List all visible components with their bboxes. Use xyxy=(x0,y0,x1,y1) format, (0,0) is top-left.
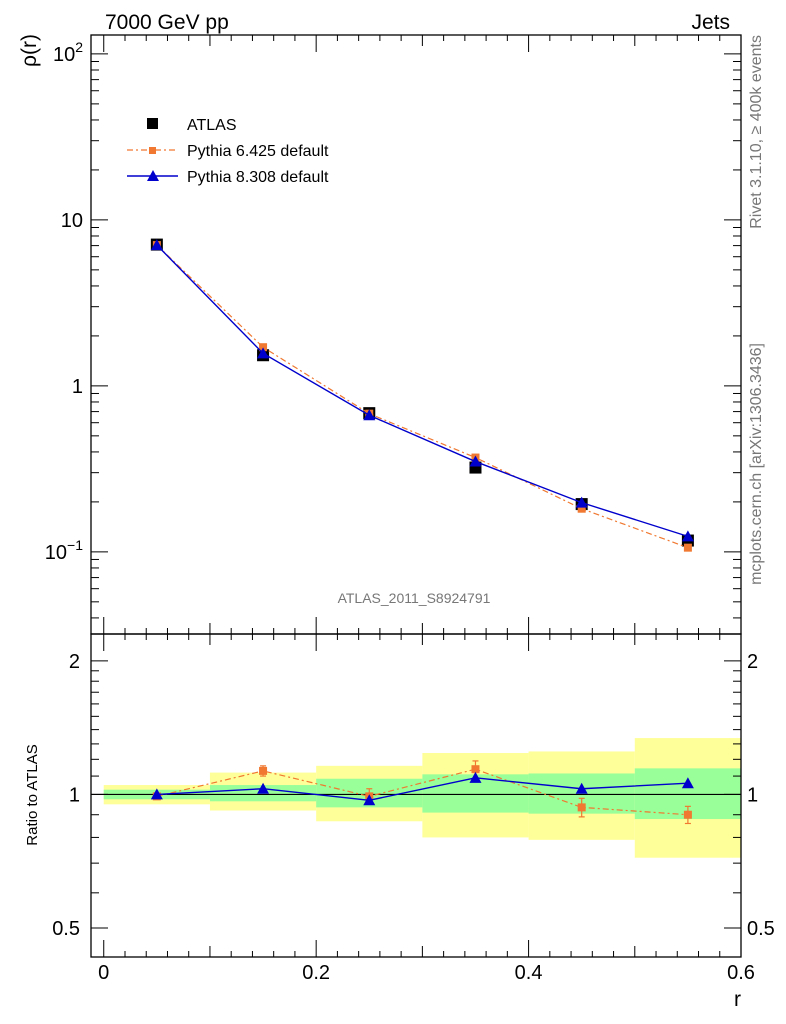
pythia6-point-5 xyxy=(683,543,692,552)
ratio-pythia8-point-3 xyxy=(469,771,482,783)
ratio-panel: 0 0.2 0.4 0.6 0.5 0.5 1 1 2 2 xyxy=(52,633,775,984)
pythia8-point-1 xyxy=(257,347,270,359)
ratio-frame xyxy=(90,633,742,958)
ratio-pythia8-line xyxy=(156,777,688,802)
ratio-xtick-label-1: 0.2 xyxy=(302,962,330,984)
ratio-ytick-label-right-1: 1 xyxy=(747,784,758,806)
pythia8-point-4 xyxy=(575,496,588,508)
ratio-xtick-label-0: 0 xyxy=(98,962,109,984)
ratio-ytick-label-left-1: 1 xyxy=(69,784,80,806)
legend: ATLAS Pythia 6.425 default Pythia 8.308 … xyxy=(127,117,329,186)
rivet-label: Rivet 3.1.10, ≥ 400k events xyxy=(748,35,765,229)
ratio-ytick-label-left-2: 2 xyxy=(69,651,80,673)
header-right: Jets xyxy=(691,11,730,34)
pythia8-point-0 xyxy=(150,239,163,251)
main-ylabel: ρ(r) xyxy=(18,34,41,67)
ratio-pythia6-point-5 xyxy=(683,810,692,819)
ratio-pythia8-point-1 xyxy=(257,782,270,794)
ratio-xtick-label-2: 0.4 xyxy=(515,962,543,984)
ratio-pythia6-line xyxy=(156,768,688,816)
ratio-pythia6-point-3 xyxy=(471,765,480,774)
legend-marker-atlas xyxy=(147,118,158,129)
legend-label-pythia8: Pythia 8.308 default xyxy=(187,169,329,186)
main-ytick-label-0: 10−1 xyxy=(45,537,83,564)
mcplots-label: mcplots.cern.ch [arXiv:1306.3436] xyxy=(748,343,765,585)
pythia6-point-1 xyxy=(259,343,268,352)
ratio-ytick-label-right-2: 2 xyxy=(747,651,758,673)
legend-label-pythia6: Pythia 6.425 default xyxy=(187,143,329,160)
main-ytick-label-2: 10 xyxy=(61,210,83,232)
ratio-xlabel: r xyxy=(734,988,741,1011)
ratio-pythia6-point-1 xyxy=(259,766,268,775)
main-ytick-label-3: 102 xyxy=(53,39,83,66)
pythia8-point-3 xyxy=(469,455,482,467)
pythia8-point-5 xyxy=(681,530,694,542)
pythia6-point-4 xyxy=(577,504,586,513)
legend-marker-pythia6 xyxy=(149,147,156,154)
pythia8-line xyxy=(156,244,689,538)
header-left: 7000 GeV pp xyxy=(105,11,229,34)
pythia6-line xyxy=(156,244,689,549)
ratio-pythia8-point-5 xyxy=(681,777,694,789)
ratio-ylabel: Ratio to ATLAS xyxy=(24,744,41,845)
main-panel: 10−1 1 10 102 xyxy=(45,34,742,635)
ratio-ytick-label-left-0: 0.5 xyxy=(52,918,80,940)
legend-label-atlas: ATLAS xyxy=(187,117,237,134)
ratio-pythia8-point-0 xyxy=(150,788,163,800)
ratio-pythia6-point-4 xyxy=(577,803,586,812)
ratio-ytick-label-right-0: 0.5 xyxy=(747,918,775,940)
main-ytick-label-1: 1 xyxy=(72,376,83,398)
ratio-pythia8-point-2 xyxy=(363,794,376,806)
ratio-xtick-label-3: 0.6 xyxy=(727,962,755,984)
ratio-pythia8-point-4 xyxy=(575,782,588,794)
legend-marker-pythia8 xyxy=(147,170,159,181)
pythia8-point-2 xyxy=(363,409,376,421)
analysis-label: ATLAS_2011_S8924791 xyxy=(338,590,491,606)
